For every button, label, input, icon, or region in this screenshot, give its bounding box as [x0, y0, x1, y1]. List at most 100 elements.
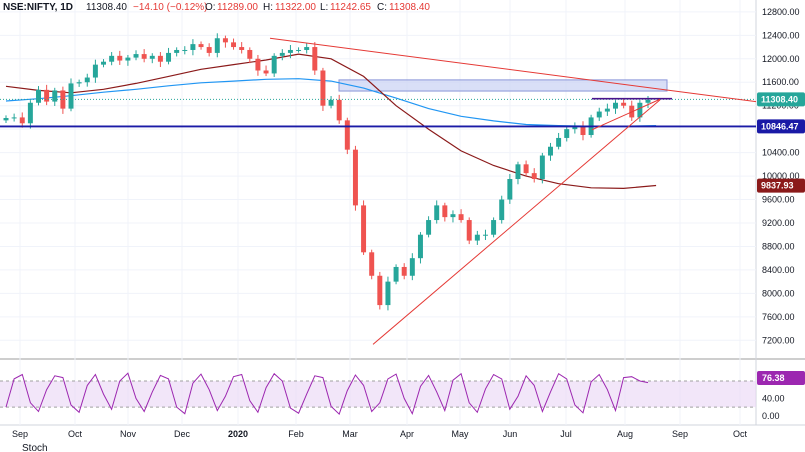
- candle-body: [190, 44, 196, 50]
- candle-body: [36, 89, 41, 103]
- candle[interactable]: [231, 38, 237, 50]
- candle[interactable]: [149, 53, 155, 64]
- candle[interactable]: [44, 84, 50, 106]
- candle[interactable]: [385, 276, 391, 311]
- candle[interactable]: [491, 217, 497, 238]
- candle[interactable]: [458, 209, 464, 223]
- candle[interactable]: [11, 113, 17, 122]
- time-axis[interactable]: Sep Oct Nov Dec 2020 Feb Mar Apr May Jun Jul Aug Sep…: [12, 429, 748, 439]
- candle[interactable]: [304, 43, 310, 54]
- price-tick-label: 8800.00: [762, 241, 795, 251]
- candle[interactable]: [68, 78, 74, 112]
- candle[interactable]: [426, 216, 432, 238]
- candle[interactable]: [76, 79, 82, 87]
- candle[interactable]: [442, 202, 448, 222]
- candle[interactable]: [377, 271, 383, 310]
- candle[interactable]: [174, 47, 180, 57]
- candle-body: [287, 49, 293, 53]
- candle[interactable]: [206, 43, 212, 57]
- resistance-zone-box[interactable]: [338, 79, 668, 92]
- candle[interactable]: [166, 47, 172, 65]
- candle[interactable]: [547, 142, 553, 161]
- candle[interactable]: [572, 122, 578, 134]
- candle[interactable]: [417, 232, 423, 264]
- candle[interactable]: [60, 86, 66, 114]
- candle-body: [523, 164, 529, 174]
- price-tick-label: 7200.00: [762, 335, 795, 345]
- candle[interactable]: [507, 174, 513, 204]
- candle[interactable]: [328, 96, 334, 109]
- candle[interactable]: [580, 121, 586, 141]
- candle[interactable]: [296, 47, 302, 53]
- candle[interactable]: [482, 229, 488, 240]
- candle[interactable]: [141, 49, 147, 63]
- candle[interactable]: [401, 263, 407, 280]
- candle[interactable]: [36, 86, 41, 106]
- candle[interactable]: [214, 33, 220, 58]
- candle[interactable]: [409, 253, 415, 281]
- price-tick-label: 12800.00: [762, 7, 800, 17]
- candle[interactable]: [117, 50, 123, 65]
- candle[interactable]: [279, 49, 285, 61]
- candle[interactable]: [604, 103, 610, 116]
- candle[interactable]: [434, 200, 440, 224]
- candle[interactable]: [271, 53, 277, 77]
- candle[interactable]: [84, 73, 90, 87]
- candle[interactable]: [157, 52, 163, 67]
- wedge-line[interactable]: [591, 98, 661, 131]
- candle[interactable]: [263, 65, 269, 77]
- candle[interactable]: [564, 126, 570, 142]
- candle[interactable]: [182, 46, 188, 55]
- candle[interactable]: [637, 100, 643, 122]
- candle[interactable]: [450, 210, 456, 223]
- candle[interactable]: [27, 100, 33, 129]
- candle[interactable]: [287, 44, 293, 59]
- candle-body: [369, 252, 375, 276]
- candle[interactable]: [523, 160, 529, 176]
- resistance-zone[interactable]: [338, 79, 668, 92]
- price-labels: 11308.40 10846.47 9837.93: [757, 92, 805, 193]
- candle[interactable]: [474, 230, 480, 245]
- candle[interactable]: [369, 249, 375, 280]
- ascending-trendline[interactable]: [372, 99, 661, 345]
- candle[interactable]: [499, 195, 505, 224]
- candle[interactable]: [621, 98, 627, 109]
- candle[interactable]: [52, 87, 58, 106]
- candle[interactable]: [320, 67, 326, 111]
- candle[interactable]: [255, 54, 261, 76]
- drawn-trendlines[interactable]: [0, 37, 757, 345]
- candle-body: [76, 82, 82, 84]
- candle[interactable]: [239, 42, 245, 54]
- candle[interactable]: [352, 145, 358, 211]
- candle[interactable]: [101, 59, 107, 68]
- candle[interactable]: [556, 132, 562, 150]
- candle[interactable]: [19, 112, 25, 128]
- candle[interactable]: [515, 161, 521, 185]
- candle[interactable]: [198, 41, 204, 50]
- candle[interactable]: [190, 39, 196, 56]
- candle[interactable]: [312, 42, 318, 75]
- candle[interactable]: [3, 115, 9, 123]
- candle[interactable]: [596, 107, 602, 121]
- candle[interactable]: [109, 52, 115, 66]
- time-tick-label: May: [451, 429, 469, 439]
- candle[interactable]: [92, 59, 98, 83]
- candle-body: [255, 58, 261, 71]
- time-tick-label: Oct: [68, 429, 83, 439]
- candle[interactable]: [531, 168, 537, 183]
- candle[interactable]: [539, 152, 545, 184]
- candle[interactable]: [466, 217, 472, 245]
- candle[interactable]: [613, 100, 618, 114]
- candle[interactable]: [393, 264, 399, 285]
- candle[interactable]: [361, 200, 367, 255]
- descending-trendline[interactable]: [269, 37, 757, 103]
- candle[interactable]: [344, 117, 350, 155]
- price-axis[interactable]: 7200.00 7600.00 8000.00 8400.00 8800.00 9200.…: [762, 7, 800, 345]
- candle[interactable]: [222, 35, 228, 48]
- price-tick-label: 8400.00: [762, 265, 795, 275]
- candle[interactable]: [133, 50, 139, 61]
- candle[interactable]: [125, 54, 131, 66]
- candle[interactable]: [247, 47, 253, 64]
